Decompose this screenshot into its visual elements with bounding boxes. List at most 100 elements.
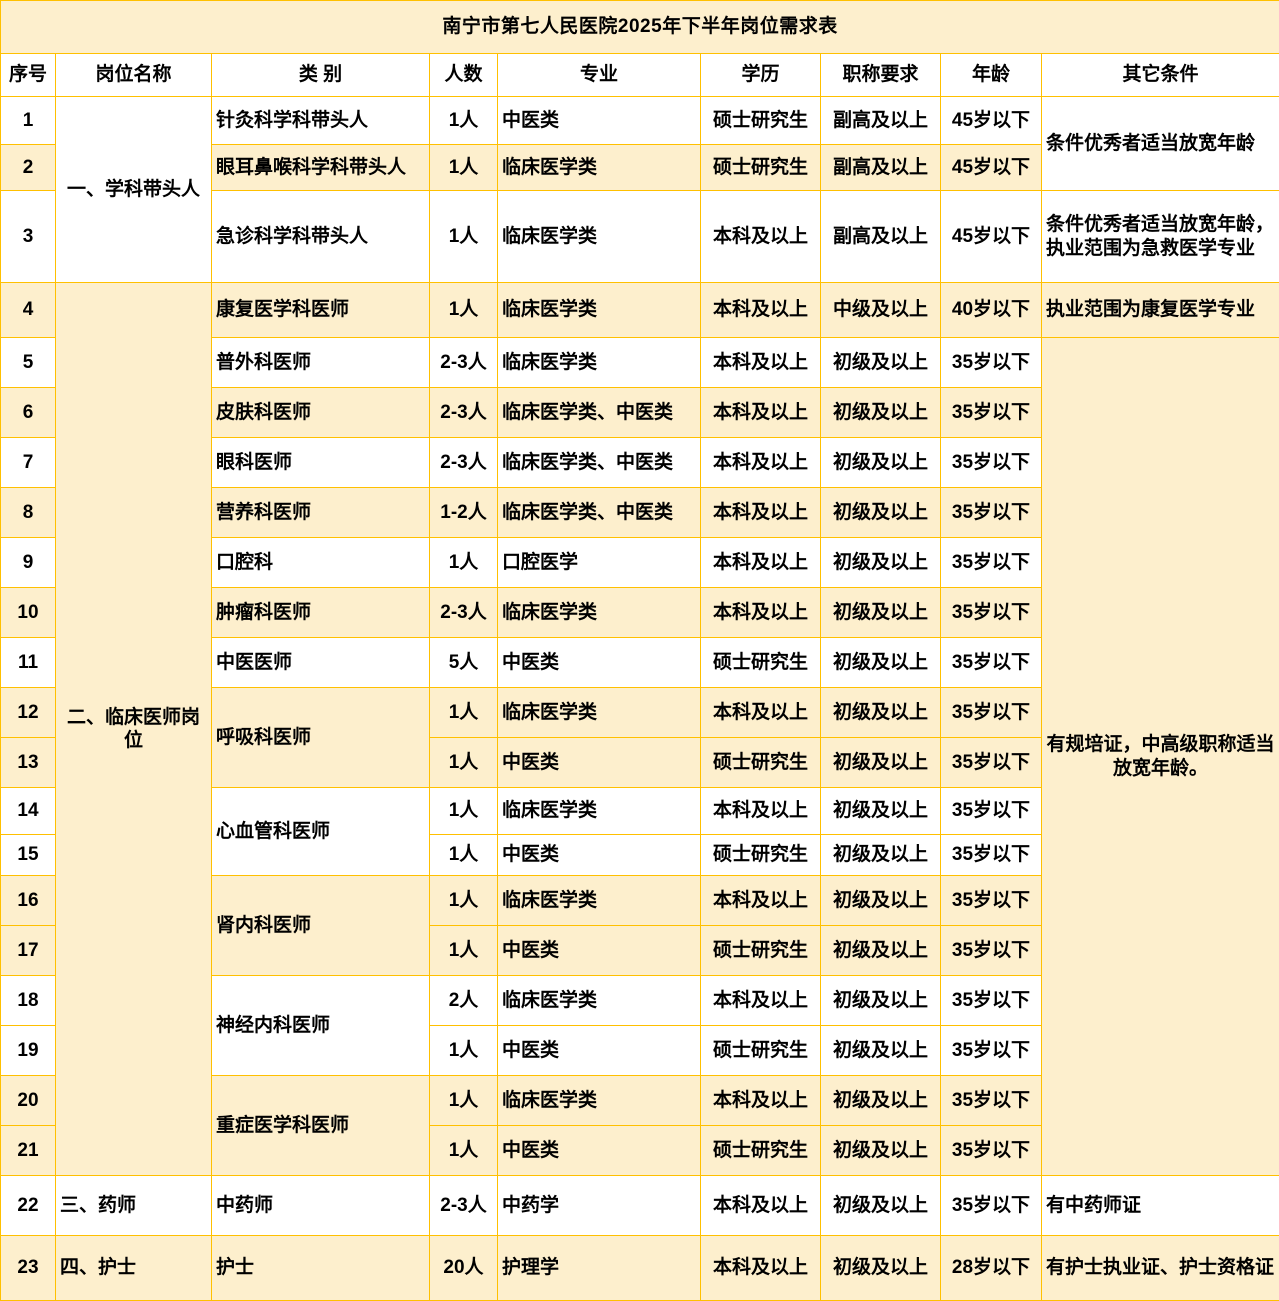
cell-category: 针灸科学科带头人 [212,97,430,145]
cell-age: 35岁以下 [941,738,1042,788]
cell-age: 35岁以下 [941,926,1042,976]
cell-seq: 18 [1,976,56,1026]
cell-title-req: 初级及以上 [821,338,941,388]
cell-title-req: 初级及以上 [821,835,941,876]
cell-major: 中医类 [498,638,701,688]
cell-education: 硕士研究生 [701,926,821,976]
cell-seq: 13 [1,738,56,788]
cell-title-req: 初级及以上 [821,788,941,835]
cell-headcount: 1人 [430,926,498,976]
cell-age: 35岁以下 [941,1026,1042,1076]
cell-headcount: 1人 [430,1076,498,1126]
cell-major: 临床医学类 [498,976,701,1026]
group-label-3: 三、药师 [56,1176,212,1236]
cell-age: 35岁以下 [941,835,1042,876]
cell-headcount: 5人 [430,638,498,688]
cell-seq: 10 [1,588,56,638]
cell-major: 临床医学类 [498,145,701,191]
cell-age: 40岁以下 [941,283,1042,338]
cell-major: 口腔医学 [498,538,701,588]
column-header-post-name: 岗位名称 [56,54,212,97]
cell-education: 硕士研究生 [701,835,821,876]
cell-category: 营养科医师 [212,488,430,538]
cell-category: 皮肤科医师 [212,388,430,438]
table-row: 22 三、药师 中药师 2-3人 中药学 本科及以上 初级及以上 35岁以下 有… [1,1176,1279,1236]
cell-age: 35岁以下 [941,976,1042,1026]
column-header-title-req: 职称要求 [821,54,941,97]
cell-major: 临床医学类 [498,876,701,926]
cell-headcount: 1人 [430,283,498,338]
cell-title-req: 初级及以上 [821,538,941,588]
cell-other-condition: 有规培证，中高级职称适当放宽年龄。 [1042,338,1279,1176]
cell-title-req: 初级及以上 [821,1026,941,1076]
cell-seq: 6 [1,388,56,438]
cell-headcount: 1人 [430,688,498,738]
cell-education: 本科及以上 [701,1076,821,1126]
cell-seq: 15 [1,835,56,876]
cell-title-req: 初级及以上 [821,876,941,926]
cell-category: 中医医师 [212,638,430,688]
category-group-neurology: 神经内科医师 [212,976,430,1076]
cell-seq: 20 [1,1076,56,1126]
cell-major: 临床医学类 [498,283,701,338]
cell-headcount: 1人 [430,538,498,588]
cell-seq: 1 [1,97,56,145]
cell-education: 本科及以上 [701,388,821,438]
cell-headcount: 1人 [430,191,498,283]
cell-education: 硕士研究生 [701,145,821,191]
cell-age: 35岁以下 [941,1176,1042,1236]
title-row: 南宁市第七人民医院2025年下半年岗位需求表 [1,1,1279,54]
category-group-cardiology: 心血管科医师 [212,788,430,876]
cell-education: 本科及以上 [701,588,821,638]
category-group-respiratory: 呼吸科医师 [212,688,430,788]
cell-age: 45岁以下 [941,145,1042,191]
cell-headcount: 2-3人 [430,1176,498,1236]
cell-major: 临床医学类 [498,588,701,638]
cell-other-condition: 条件优秀者适当放宽年龄，执业范围为急救医学专业 [1042,191,1279,283]
cell-education: 本科及以上 [701,688,821,738]
cell-other-condition: 条件优秀者适当放宽年龄 [1042,97,1279,191]
cell-seq: 21 [1,1126,56,1176]
cell-age: 35岁以下 [941,1076,1042,1126]
cell-seq: 5 [1,338,56,388]
category-group-icu: 重症医学科医师 [212,1076,430,1176]
cell-major: 临床医学类、中医类 [498,388,701,438]
cell-age: 35岁以下 [941,876,1042,926]
column-header-major: 专业 [498,54,701,97]
cell-seq: 12 [1,688,56,738]
cell-headcount: 1人 [430,738,498,788]
cell-age: 35岁以下 [941,688,1042,738]
column-header-age: 年龄 [941,54,1042,97]
cell-seq: 4 [1,283,56,338]
cell-title-req: 副高及以上 [821,145,941,191]
column-header-other: 其它条件 [1042,54,1279,97]
cell-age: 45岁以下 [941,97,1042,145]
cell-major: 中医类 [498,926,701,976]
cell-title-req: 初级及以上 [821,588,941,638]
cell-headcount: 2-3人 [430,338,498,388]
cell-headcount: 1人 [430,876,498,926]
cell-other-condition: 有中药师证 [1042,1176,1279,1236]
cell-major: 中医类 [498,738,701,788]
cell-title-req: 初级及以上 [821,1176,941,1236]
cell-major: 临床医学类 [498,1076,701,1126]
cell-headcount: 1人 [430,145,498,191]
header-row: 序号 岗位名称 类 别 人数 专业 学历 职称要求 年龄 其它条件 [1,54,1279,97]
cell-title-req: 副高及以上 [821,191,941,283]
cell-category: 眼耳鼻喉科学科带头人 [212,145,430,191]
cell-seq: 3 [1,191,56,283]
cell-seq: 7 [1,438,56,488]
cell-headcount: 2-3人 [430,588,498,638]
cell-category: 普外科医师 [212,338,430,388]
cell-title-req: 初级及以上 [821,438,941,488]
cell-age: 35岁以下 [941,488,1042,538]
cell-seq: 22 [1,1176,56,1236]
cell-major: 临床医学类 [498,191,701,283]
cell-category: 肿瘤科医师 [212,588,430,638]
cell-education: 本科及以上 [701,788,821,835]
cell-education: 本科及以上 [701,191,821,283]
cell-title-req: 初级及以上 [821,1076,941,1126]
cell-major: 中医类 [498,1126,701,1176]
